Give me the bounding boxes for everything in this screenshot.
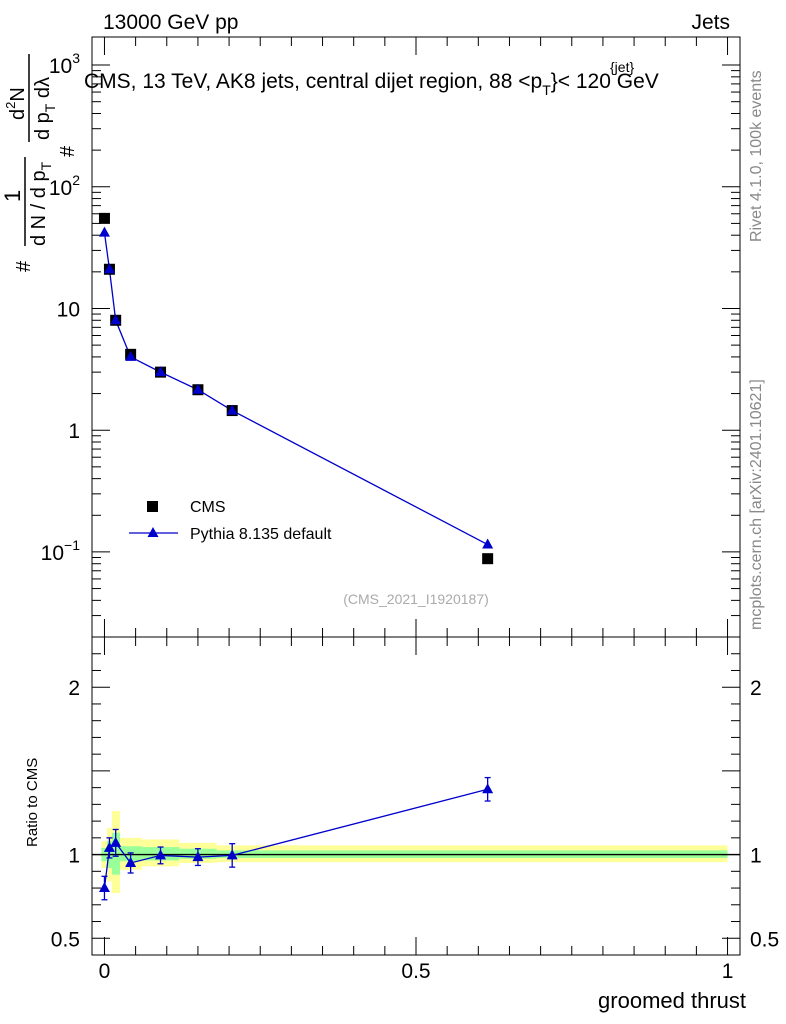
ratio-y-axis-label: Ratio to CMS (24, 758, 41, 847)
ratio-data-point (192, 851, 204, 862)
ratio-data-point (103, 841, 115, 852)
legend-marker-cms (147, 501, 158, 512)
ratio-y-tick-label-right: 1 (750, 845, 762, 868)
x-axis-label: groomed thrust (598, 988, 746, 1013)
ratio-data-point (155, 849, 167, 860)
rivet-version-label: Rivet 4.1.0, 100k events (748, 70, 765, 242)
collision-label: 13000 GeV pp (103, 11, 238, 34)
pythia-data-point (103, 263, 115, 274)
main-axis-ticks (92, 37, 740, 638)
ylabel-denominator-2: d pT dλ (32, 77, 58, 140)
main-y-tick-label: 10−1 (41, 537, 81, 565)
ratio-y-tick-label: 0.5 (51, 928, 80, 951)
ylabel-denominator-1: d N / d pT (28, 161, 54, 246)
cms-data-point (98, 212, 110, 224)
main-y-tick-label: 10 (57, 298, 80, 321)
ylabel-hash-2: # (57, 145, 79, 157)
ylabel-one: 1 (0, 190, 25, 202)
ratio-uncertainty-bands (101, 811, 728, 894)
main-y-tick-label: 1 (68, 420, 80, 443)
process-label: Jets (691, 11, 730, 34)
pythia-line (103, 232, 488, 546)
legend: CMS Pythia 8.135 default (129, 499, 332, 543)
cms-data-point (482, 553, 494, 565)
ratio-frame (91, 636, 741, 956)
ratio-axis-ticks (92, 636, 740, 956)
ylabel-numerator: d2N (3, 87, 29, 120)
main-y-tick-label: 103 (49, 50, 80, 78)
ratio-data-point (110, 836, 122, 847)
main-frame (91, 36, 741, 638)
ratio-data-point (226, 849, 238, 860)
pythia-data-point (192, 383, 204, 394)
ylabel-hash-1: # (13, 260, 35, 272)
main-markers (98, 212, 494, 565)
main-y-tick-label: 102 (49, 172, 80, 200)
pythia-data-point (482, 538, 494, 549)
ratio-series-line (103, 788, 488, 889)
x-tick-labels: 0 0.5 1 (99, 960, 734, 983)
ratio-data-point (125, 856, 137, 867)
mcplots-label: mcplots.cern.ch [arXiv:2401.10621] (748, 379, 765, 630)
pythia-data-point (125, 350, 137, 361)
x-tick-label: 0 (99, 960, 111, 983)
ratio-line (103, 788, 488, 889)
plot-title-superscript: {jet} (610, 59, 634, 75)
legend-label-cms: CMS (190, 499, 226, 516)
ratio-markers (98, 776, 494, 901)
main-y-axis-label: # 1 d N / d pT # d2N d pT dλ (0, 54, 79, 272)
legend-label-pythia: Pythia 8.135 default (190, 526, 332, 543)
x-tick-label: 1 (722, 960, 734, 983)
main-panel: 10−1 1 10 102 103 CMS, 13 TeV, AK8 jets, cen… (0, 36, 741, 638)
legend-marker-pythia (147, 527, 159, 537)
ratio-y-tick-label-right: 2 (750, 677, 762, 700)
ratio-panel: 0.5 0.51 12 2 0 0.5 1 Ratio to CMS groomed th… (24, 636, 779, 1013)
analysis-watermark: (CMS_2021_I1920187) (343, 591, 489, 607)
ratio-y-tick-labels: 0.5 0.5 1 1 2 2 (51, 677, 779, 951)
ratio-y-tick-label: 1 (68, 845, 80, 868)
plot-title: CMS, 13 TeV, AK8 jets, central dijet reg… (84, 70, 659, 98)
ratio-y-tick-label-right: 0.5 (750, 928, 779, 951)
pythia-data-point (98, 226, 110, 237)
pythia-data-point (155, 366, 167, 377)
main-series-lines (103, 232, 488, 546)
ratio-data-point (98, 882, 110, 893)
ratio-data-point (482, 783, 494, 794)
main-y-tick-labels: 10−1 1 10 102 103 (41, 50, 81, 565)
pythia-data-point (110, 314, 122, 325)
pythia-data-point (226, 404, 238, 415)
ratio-y-tick-label: 2 (68, 677, 80, 700)
x-tick-label: 0.5 (401, 960, 430, 983)
